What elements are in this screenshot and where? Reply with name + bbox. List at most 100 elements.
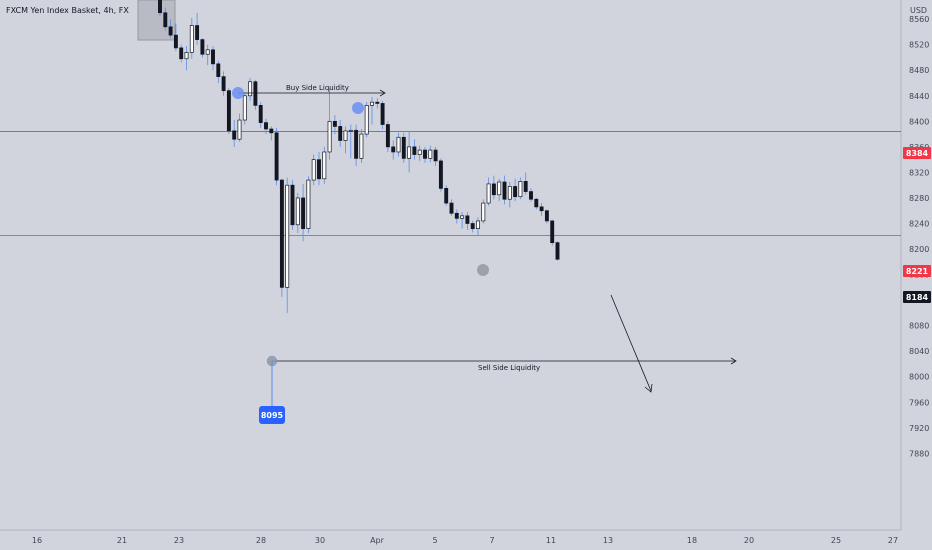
candle [216, 60, 221, 84]
candle-body-up [476, 220, 480, 229]
candle [211, 45, 215, 71]
candle [242, 92, 247, 125]
candle-body-down [502, 181, 507, 200]
candle-body-down [470, 223, 475, 229]
candle-body-down [391, 146, 396, 153]
candle-body-down [338, 126, 343, 141]
time-tick-label: 30 [315, 536, 325, 545]
candle [423, 146, 427, 163]
candle-body-up [370, 101, 374, 106]
candle [322, 146, 327, 184]
candle-body-down [444, 188, 449, 204]
candle [412, 139, 417, 160]
candle [529, 188, 533, 202]
candle [317, 151, 321, 186]
sell-side-liquidity-label: Sell Side Liquidity [478, 364, 540, 372]
candle [274, 127, 279, 186]
projection-arrow-line [610, 294, 652, 392]
buy-side-liquidity-label: Buy Side Liquidity [286, 84, 349, 92]
candle [232, 120, 237, 147]
time-tick-label: 20 [744, 536, 754, 545]
buy-side-marker-left [232, 87, 244, 99]
time-tick-label: 25 [831, 536, 841, 545]
candle [285, 177, 290, 313]
candle [205, 44, 210, 66]
price-tick-label: 8080 [909, 322, 929, 331]
candle [221, 71, 226, 96]
candle [295, 192, 300, 234]
price-tick-label: 7880 [909, 449, 929, 458]
candle-body-down [317, 159, 321, 180]
candle-body-up [343, 130, 348, 141]
buy-side-marker-right [352, 102, 364, 114]
candle-body-up [518, 180, 523, 198]
candle-body-down [433, 149, 438, 162]
candle [465, 212, 470, 230]
candle [338, 120, 343, 147]
buy-side-arrowhead [379, 89, 386, 97]
time-tick-label: 11 [546, 536, 556, 545]
candle-body-up [205, 49, 210, 55]
time-tick-label: 21 [117, 536, 127, 545]
candle-body-down [354, 129, 359, 159]
price-tick-label: 7960 [909, 398, 929, 407]
price-tick-label: 8200 [909, 245, 929, 254]
candle [502, 175, 507, 205]
price-tag-box [903, 147, 931, 159]
candle-body-down [274, 132, 279, 181]
candle [550, 219, 555, 246]
price-tag-value: 8384 [906, 149, 929, 158]
candle [513, 178, 518, 202]
time-axis: 16 21 23 28 30 Apr 5 7 11 13 18 20 25 27 [32, 536, 898, 545]
candle [237, 113, 242, 142]
low-value-tag [259, 406, 285, 424]
time-tick-label: Apr [370, 536, 385, 545]
candle [348, 124, 353, 159]
candle [470, 220, 475, 233]
plot-background [0, 0, 901, 530]
candle-body-up [327, 120, 332, 153]
candle [189, 17, 194, 59]
candle-body-up [348, 129, 353, 132]
candle-body-up [396, 136, 401, 153]
candle-body-up [428, 149, 433, 159]
candle-body-down [279, 179, 284, 288]
candle [226, 88, 231, 135]
candle [476, 217, 480, 235]
candle [269, 126, 274, 141]
candle-body-up [237, 119, 242, 140]
candle-body-down [258, 105, 263, 123]
candle-body-down [465, 215, 470, 224]
candle-body-up [359, 133, 364, 159]
candle-body-up [248, 81, 253, 97]
candle-body-down [332, 120, 337, 127]
candle [417, 145, 422, 161]
candle [200, 38, 205, 58]
candle [507, 181, 512, 208]
candle [168, 19, 173, 39]
time-tick-label: 27 [888, 536, 898, 545]
candle-body-down [269, 128, 274, 134]
candle-body-down [226, 90, 231, 132]
chart-title: FXCM Yen Index Basket, 4h, FX [6, 6, 129, 15]
candle [555, 241, 560, 261]
price-tag-box [903, 265, 931, 277]
candle-body-down [200, 39, 205, 55]
candle-body-up [285, 184, 290, 288]
candle [428, 145, 433, 163]
candle [391, 140, 396, 160]
price-tick-label: 8040 [909, 347, 929, 356]
candle-body-down [423, 149, 427, 159]
candle-body-down [438, 160, 443, 189]
candle [301, 183, 306, 242]
candle [544, 209, 549, 224]
candle-body-down [380, 103, 385, 125]
candle-body-down [163, 12, 168, 28]
support-marker [477, 264, 489, 276]
candle-body-down [211, 49, 215, 65]
candle [539, 203, 544, 216]
candle [438, 158, 443, 192]
candle-body-down [529, 191, 533, 200]
time-scale-background [0, 530, 901, 550]
